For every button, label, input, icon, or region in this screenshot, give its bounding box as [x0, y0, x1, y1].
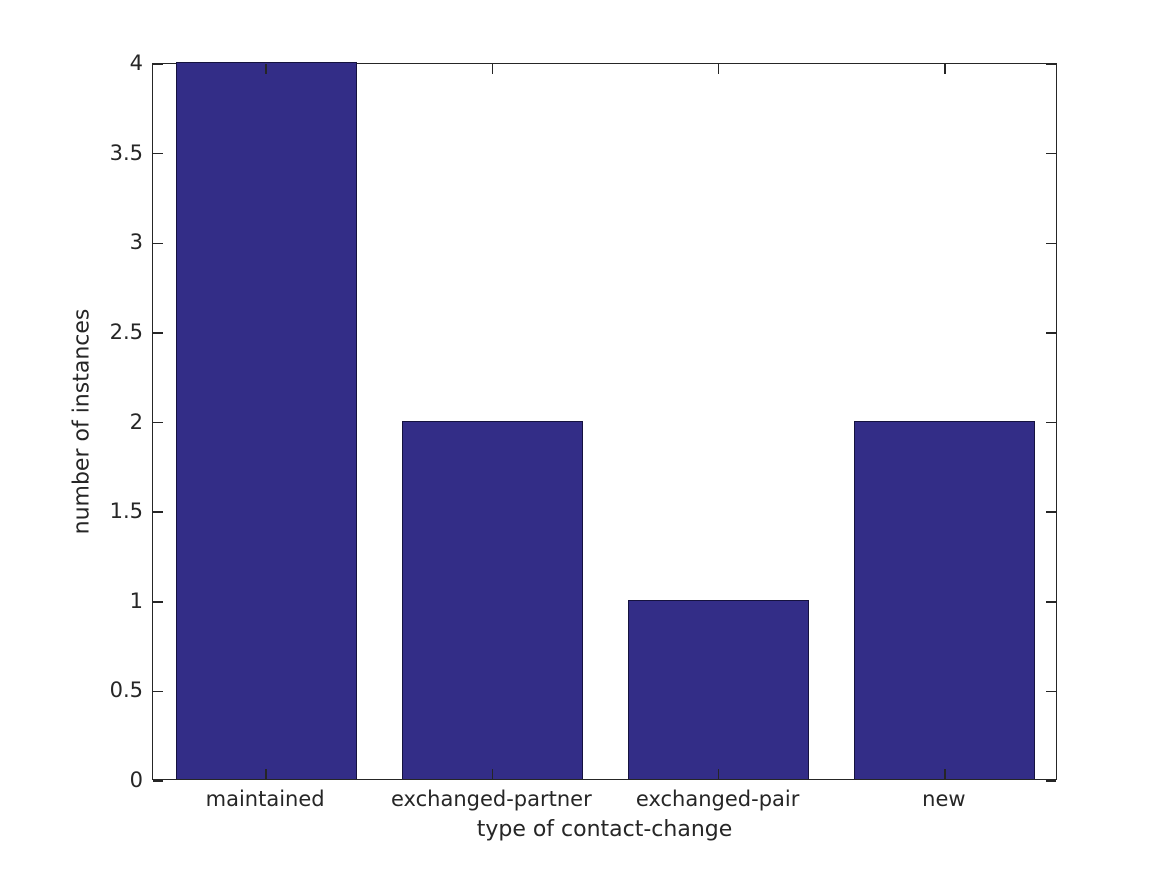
y-tick-right	[1046, 242, 1056, 244]
y-tick-left	[153, 690, 163, 693]
bar-maintained	[175, 62, 357, 779]
x-tick-label: maintained	[205, 787, 325, 811]
x-tick-bottom	[944, 769, 946, 779]
y-tick-label: 1	[129, 588, 143, 613]
y-tick-right	[1046, 511, 1056, 513]
y-axis-label: number of instances	[69, 308, 95, 535]
y-tick-label: 2.5	[109, 319, 143, 344]
y-tick-right	[1046, 63, 1056, 65]
x-tick-bottom	[491, 769, 494, 779]
bar-exchanged-pair	[628, 599, 810, 779]
y-tick-right	[1046, 690, 1056, 693]
y-tick-label: 3	[129, 230, 143, 255]
y-tick-right	[1046, 421, 1056, 424]
ticks-layer	[153, 63, 1056, 782]
y-tick-left	[153, 63, 163, 65]
y-tick-left	[153, 332, 163, 334]
x-tick-bottom	[717, 769, 720, 779]
y-tick-label: 1.5	[109, 499, 143, 524]
x-tick-label: new	[922, 787, 966, 811]
x-tick-top	[717, 64, 720, 74]
x-tick-top	[944, 64, 946, 74]
plot-area	[152, 62, 1057, 782]
x-tick-label: exchanged-partner	[391, 787, 592, 811]
y-tick-left	[153, 780, 163, 782]
y-tick-right	[1046, 601, 1056, 603]
bar-exchanged-partner	[401, 420, 583, 779]
y-tick-left	[153, 601, 163, 603]
x-tick-label: exchanged-pair	[635, 787, 800, 811]
y-tick-right	[1046, 332, 1056, 334]
x-tick-bottom	[265, 769, 267, 779]
y-tick-left	[153, 511, 163, 513]
y-tick-right	[1046, 780, 1056, 782]
x-tick-top	[265, 64, 267, 74]
bar-new	[854, 420, 1036, 779]
y-tick-left	[153, 242, 163, 244]
y-tick-right	[1046, 152, 1056, 155]
bars-layer	[153, 62, 1056, 779]
y-tick-label: 4	[129, 51, 143, 75]
y-axis-label-container: number of instances	[60, 63, 104, 780]
y-tick-left	[153, 421, 163, 424]
y-tick-label: 0.5	[109, 678, 143, 703]
y-tick-label: 3.5	[109, 140, 143, 165]
y-tick-left	[153, 152, 163, 155]
x-tick-top	[491, 64, 494, 74]
y-tick-label: 2	[129, 409, 143, 434]
y-tick-label: 0	[129, 768, 143, 792]
x-axis-label: type of contact-change	[476, 817, 733, 842]
